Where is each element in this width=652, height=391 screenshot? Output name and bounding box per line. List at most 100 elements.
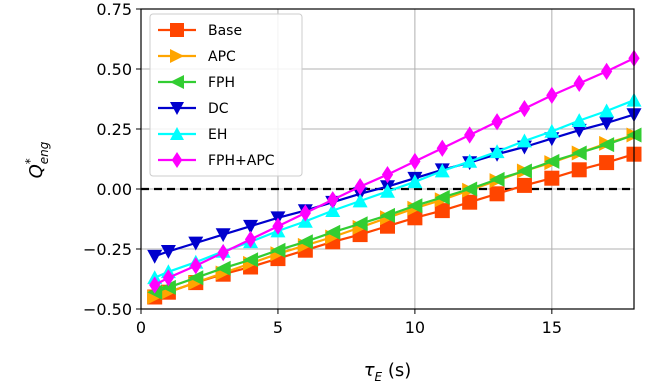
y-axis-label-sub: eng xyxy=(37,141,51,164)
ticks: 0 5 10 15 −0.50 −0.25 0.00 0.25 0.50 0.75 xyxy=(83,0,562,337)
data-point xyxy=(464,126,476,144)
x-axis-label-unit: (s) xyxy=(382,360,411,381)
data-point xyxy=(599,137,615,153)
data-point xyxy=(407,198,423,214)
data-point xyxy=(354,177,366,196)
legend-marker xyxy=(170,127,184,140)
x-axis-label-sub: E xyxy=(375,370,383,384)
data-point xyxy=(162,269,175,287)
data-point xyxy=(599,103,615,118)
data-point xyxy=(489,186,505,202)
x-tick-label: 15 xyxy=(542,318,562,337)
legend-item: Base xyxy=(158,23,242,39)
data-point xyxy=(270,242,286,258)
data-point xyxy=(188,270,204,286)
legend: Base APC FPH DC EH FPH+APC xyxy=(149,13,303,177)
legend-marker xyxy=(170,102,184,115)
data-point xyxy=(544,123,560,138)
legend-label: DC xyxy=(208,101,229,117)
data-point xyxy=(489,171,505,187)
y-tick-label: 0.25 xyxy=(96,120,132,139)
plot-frame xyxy=(140,8,635,310)
data-point xyxy=(573,74,585,93)
data-point xyxy=(381,165,394,184)
data-point xyxy=(352,193,368,208)
data-point xyxy=(462,181,478,197)
x-tick-label: 0 xyxy=(136,318,146,337)
data-point xyxy=(190,257,202,275)
series-layer xyxy=(147,49,642,305)
x-tick-label: 5 xyxy=(273,318,283,337)
y-tick-label: 0.50 xyxy=(96,60,132,79)
legend-marker xyxy=(170,49,184,63)
data-point xyxy=(160,245,176,259)
data-point xyxy=(325,203,341,217)
series-fph-apc xyxy=(149,49,640,294)
data-point xyxy=(217,243,229,262)
data-point xyxy=(599,116,615,131)
data-point xyxy=(147,249,163,264)
legend-label: FPH+APC xyxy=(208,153,275,169)
y-axis-label-sup: * xyxy=(23,158,37,164)
data-point xyxy=(518,99,531,118)
data-point xyxy=(571,162,587,178)
data-point xyxy=(352,216,368,232)
legend-item: FPH+APC xyxy=(158,151,275,169)
data-point xyxy=(215,260,231,276)
data-point xyxy=(436,139,448,157)
x-axis-label: τE (s) xyxy=(364,360,412,384)
legend-item: APC xyxy=(158,49,236,65)
data-point xyxy=(327,191,339,209)
data-point xyxy=(297,234,313,250)
data-point xyxy=(571,145,587,161)
data-point xyxy=(571,123,587,138)
x-tick-label: 10 xyxy=(405,318,425,337)
data-point xyxy=(160,279,176,295)
y-tick-label: −0.25 xyxy=(83,240,132,259)
legend-marker xyxy=(170,23,184,37)
data-point xyxy=(462,194,478,210)
legend-label: FPH xyxy=(208,75,235,91)
legend-marker xyxy=(171,151,183,169)
data-point xyxy=(544,153,560,169)
data-point xyxy=(244,230,257,249)
legend-label: APC xyxy=(208,49,236,65)
y-axis-label-main: Q xyxy=(26,164,47,178)
data-point xyxy=(516,177,532,193)
legend-label: EH xyxy=(208,127,227,143)
data-point xyxy=(600,62,613,81)
data-point xyxy=(149,276,161,294)
x-axis-label-main: τ xyxy=(364,360,375,381)
data-point xyxy=(434,163,450,178)
data-point xyxy=(380,183,395,198)
data-point xyxy=(434,189,450,205)
data-point xyxy=(462,153,478,168)
data-point xyxy=(546,86,558,105)
data-point xyxy=(489,144,505,159)
legend-label: Base xyxy=(208,23,242,39)
data-point xyxy=(380,207,395,223)
y-tick-label: 0.75 xyxy=(96,0,132,19)
data-point xyxy=(491,113,503,131)
data-point xyxy=(516,133,532,148)
data-point xyxy=(516,163,532,179)
y-axis-label: Q*eng xyxy=(23,141,51,178)
legend-item: DC xyxy=(158,101,229,117)
legend-marker xyxy=(170,75,184,89)
legend-item: EH xyxy=(158,127,227,143)
data-point xyxy=(325,224,341,240)
data-point xyxy=(215,228,231,243)
data-point xyxy=(599,155,615,171)
data-point xyxy=(243,219,259,234)
y-tick-label: 0.00 xyxy=(96,180,132,199)
data-point xyxy=(407,210,423,226)
legend-box xyxy=(149,13,303,177)
data-point xyxy=(299,204,311,222)
data-point xyxy=(407,174,423,189)
data-point xyxy=(434,203,450,219)
data-point xyxy=(188,236,204,251)
svg-text:Q*eng: Q*eng xyxy=(23,141,51,178)
data-point xyxy=(243,252,259,268)
